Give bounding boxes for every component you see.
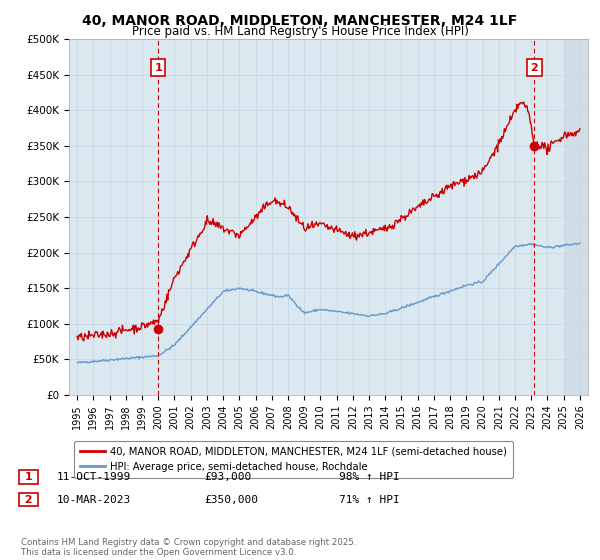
Text: £350,000: £350,000 — [204, 494, 258, 505]
Text: Price paid vs. HM Land Registry's House Price Index (HPI): Price paid vs. HM Land Registry's House … — [131, 25, 469, 38]
Text: 1: 1 — [21, 472, 37, 482]
Text: 40, MANOR ROAD, MIDDLETON, MANCHESTER, M24 1LF: 40, MANOR ROAD, MIDDLETON, MANCHESTER, M… — [82, 14, 518, 28]
Text: 10-MAR-2023: 10-MAR-2023 — [57, 494, 131, 505]
Text: 2: 2 — [530, 63, 538, 73]
Text: 71% ↑ HPI: 71% ↑ HPI — [339, 494, 400, 505]
Bar — [563, 39, 588, 395]
Text: £93,000: £93,000 — [204, 472, 251, 482]
Legend: 40, MANOR ROAD, MIDDLETON, MANCHESTER, M24 1LF (semi-detached house), HPI: Avera: 40, MANOR ROAD, MIDDLETON, MANCHESTER, M… — [74, 441, 513, 478]
Text: 2: 2 — [21, 494, 37, 505]
Text: 98% ↑ HPI: 98% ↑ HPI — [339, 472, 400, 482]
Text: 11-OCT-1999: 11-OCT-1999 — [57, 472, 131, 482]
Text: Contains HM Land Registry data © Crown copyright and database right 2025.
This d: Contains HM Land Registry data © Crown c… — [21, 538, 356, 557]
Text: 1: 1 — [154, 63, 162, 73]
